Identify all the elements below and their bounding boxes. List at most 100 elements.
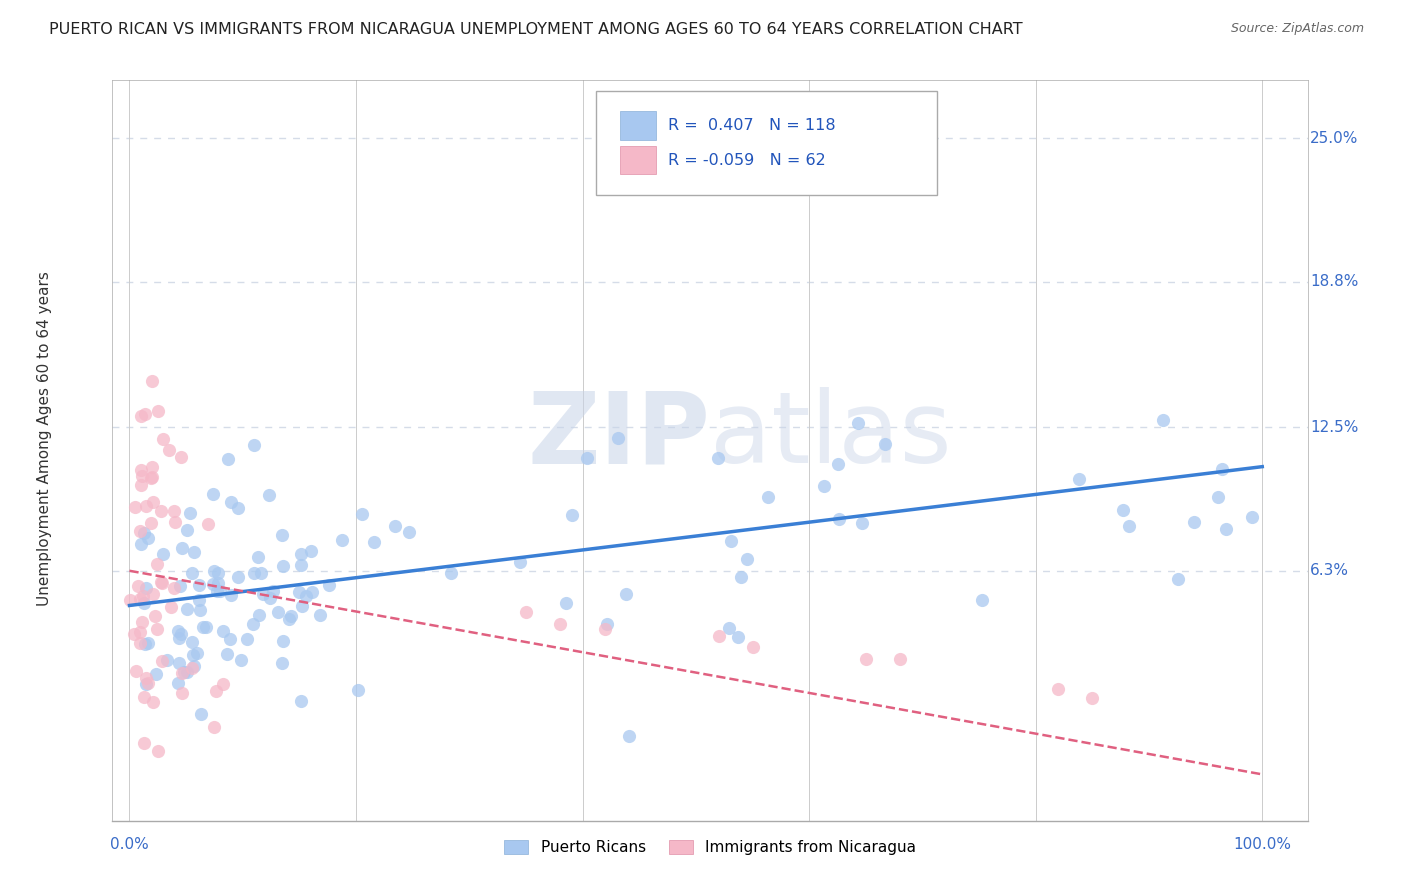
Point: [271, 559, 294, 574]
Text: ZIP: ZIP: [527, 387, 710, 484]
Point: [183, 545, 205, 559]
Point: [180, 661, 202, 675]
Point: [299, 544, 322, 558]
Point: [1047, 681, 1070, 696]
Point: [231, 653, 253, 667]
Point: [593, 622, 616, 636]
Point: [236, 632, 259, 647]
Point: [219, 632, 242, 647]
Point: [259, 591, 281, 606]
Point: [271, 656, 294, 670]
Point: [257, 488, 280, 502]
Point: [120, 592, 142, 607]
Point: [211, 677, 233, 691]
Point: [146, 404, 169, 418]
Point: [267, 605, 290, 619]
Point: [243, 566, 266, 581]
Point: [707, 451, 730, 466]
Point: [561, 508, 583, 522]
Point: [720, 533, 742, 548]
Point: [347, 682, 370, 697]
Text: R =  0.407   N = 118: R = 0.407 N = 118: [668, 118, 835, 133]
Point: [440, 566, 463, 580]
Point: [128, 524, 150, 538]
Point: [204, 683, 226, 698]
Point: [619, 729, 641, 743]
Point: [1152, 413, 1174, 427]
Text: 100.0%: 100.0%: [1233, 837, 1291, 852]
Point: [363, 534, 385, 549]
Point: [134, 637, 156, 651]
Point: [187, 592, 209, 607]
Point: [575, 451, 598, 466]
Point: [188, 578, 211, 592]
Point: [190, 706, 212, 721]
Point: [142, 587, 165, 601]
Point: [1081, 691, 1104, 706]
Point: [1240, 509, 1263, 524]
Point: [209, 583, 232, 598]
Point: [149, 574, 172, 589]
Point: [167, 656, 190, 670]
Point: [1069, 472, 1091, 486]
Text: 0.0%: 0.0%: [110, 837, 149, 852]
Point: [207, 566, 229, 581]
Text: atlas: atlas: [710, 387, 952, 484]
Text: Source: ZipAtlas.com: Source: ZipAtlas.com: [1230, 22, 1364, 36]
Point: [1206, 490, 1229, 504]
Point: [756, 490, 779, 504]
Point: [170, 541, 193, 555]
Point: [163, 504, 186, 518]
Point: [262, 584, 284, 599]
Point: [332, 533, 354, 547]
Point: [217, 452, 239, 467]
Point: [186, 646, 208, 660]
Point: [131, 469, 153, 483]
Point: [595, 617, 617, 632]
FancyBboxPatch shape: [620, 146, 657, 174]
Point: [290, 558, 312, 572]
Point: [889, 651, 911, 665]
Point: [146, 744, 169, 758]
Point: [156, 653, 179, 667]
Point: [146, 557, 169, 571]
Point: [398, 524, 420, 539]
Point: [1211, 462, 1233, 476]
Point: [197, 517, 219, 532]
Point: [219, 588, 242, 602]
Point: [138, 676, 160, 690]
FancyBboxPatch shape: [620, 112, 657, 139]
Point: [170, 686, 193, 700]
Point: [195, 620, 218, 634]
Point: [176, 523, 198, 537]
Text: R = -0.059   N = 62: R = -0.059 N = 62: [668, 153, 825, 168]
Point: [150, 654, 173, 668]
Point: [727, 630, 749, 644]
Point: [129, 537, 152, 551]
Point: [180, 635, 202, 649]
Point: [129, 591, 152, 606]
Point: [827, 512, 849, 526]
Point: [134, 735, 156, 749]
Point: [288, 585, 311, 599]
Point: [295, 589, 318, 603]
Point: [152, 547, 174, 561]
Point: [160, 599, 183, 614]
Point: [169, 579, 191, 593]
Point: [183, 659, 205, 673]
Point: [384, 518, 406, 533]
Point: [855, 651, 877, 665]
Point: [150, 576, 173, 591]
Point: [318, 578, 340, 592]
Point: [134, 525, 156, 540]
Point: [1167, 572, 1189, 586]
Point: [167, 676, 190, 690]
Point: [141, 470, 163, 484]
Point: [875, 437, 897, 451]
Text: 18.8%: 18.8%: [1310, 274, 1358, 289]
Point: [548, 617, 571, 632]
Point: [1118, 518, 1140, 533]
Point: [290, 547, 312, 561]
Point: [129, 478, 152, 492]
Point: [132, 590, 155, 604]
